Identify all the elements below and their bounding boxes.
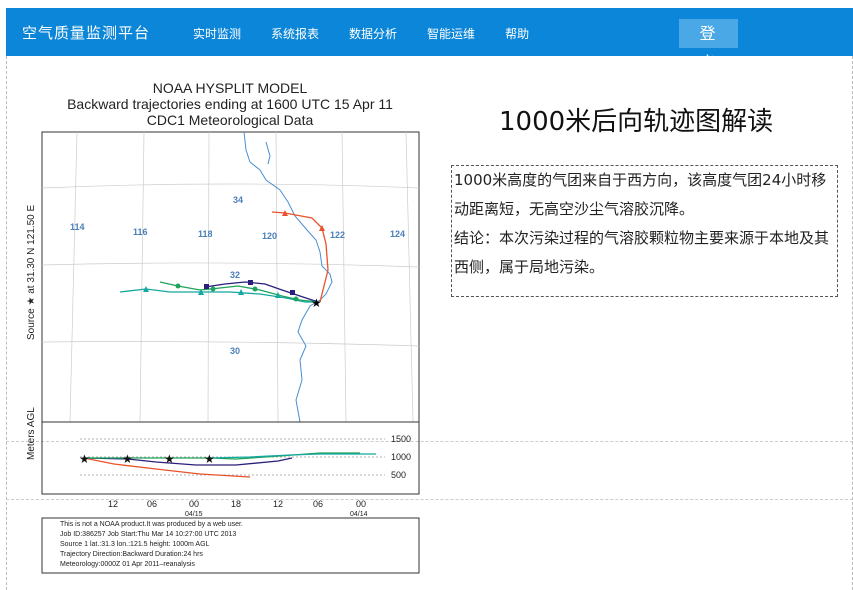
date-tick: 04/15 — [185, 511, 203, 518]
figure-data-source: CDC1 Meteorological Data — [146, 112, 314, 128]
figure-subtitle: Backward trajectories ending at 1600 UTC… — [67, 96, 393, 112]
top-navigation-bar: 空气质量监测平台 实时监测 系统报表 数据分析 智能运维 帮助 登 出 — [6, 8, 853, 72]
trajectory-red — [271, 211, 329, 303]
time-tick: 00 — [356, 499, 366, 509]
hysplit-trajectory-figure: NOAA HYSPLIT MODEL Backward trajectories… — [20, 70, 430, 580]
nav-item-reports[interactable]: 系统报表 — [271, 27, 320, 41]
star-marker-icon: ★ — [164, 452, 175, 466]
height-profile-red — [83, 457, 251, 478]
source-star-icon: ★ — [311, 296, 322, 310]
time-tick: 18 — [231, 499, 241, 509]
lon-label: 122 — [330, 230, 345, 240]
nav-item-help[interactable]: 帮助 — [505, 27, 530, 41]
interpretation-conclusion: 结论：本次污染过程的气溶胶颗粒物主要来源于本地及其西侧，属于局地污染。 — [454, 229, 830, 276]
date-tick: 04/14 — [350, 511, 368, 518]
time-tick: 12 — [273, 499, 283, 509]
map-graticule — [41, 131, 420, 423]
height-tick: 1000 — [391, 452, 411, 462]
lat-label: 32 — [230, 270, 240, 280]
guide-line — [6, 499, 853, 500]
trajectory-navy — [204, 281, 319, 303]
lon-label: 116 — [133, 227, 148, 237]
interpretation-title: 1000米后向轨迹图解读 — [499, 107, 774, 137]
star-marker-icon: ★ — [204, 452, 215, 466]
info-line: This is not a NOAA product.It was produc… — [60, 521, 243, 528]
interpretation-box: 1000米高度的气团来自于西方向，该高度气团24小时移动距离短，无高空沙尘气溶胶… — [451, 165, 838, 297]
time-tick: 06 — [147, 499, 157, 509]
lon-label: 118 — [198, 229, 213, 239]
height-tick: 1500 — [391, 434, 411, 444]
y-axis-label-source: Source ★ at 31.30 N 121.50 E — [26, 205, 37, 340]
info-line: Source 1 lat.:31.3 lon.:121.5 height: 10… — [60, 541, 210, 548]
logout-button[interactable]: 登 出 — [679, 19, 738, 72]
lon-label: 120 — [262, 231, 277, 241]
brand-title: 空气质量监测平台 — [22, 24, 151, 42]
trajectory-teal — [119, 288, 318, 303]
main-nav: 实时监测 系统报表 数据分析 智能运维 帮助 — [193, 25, 559, 42]
trajectory-chart-svg: 114 116 118 120 122 124 34 32 30 — [26, 131, 420, 574]
trajectory-markers: ★ — [143, 210, 325, 310]
info-panel-border — [41, 517, 420, 574]
time-tick: 06 — [313, 499, 323, 509]
lon-label: 124 — [390, 229, 405, 239]
height-profile-green — [84, 452, 360, 460]
y-axis-label-height: Meters AGL — [26, 407, 37, 460]
time-tick: 12 — [108, 499, 118, 509]
info-line: Job ID:386257 Job Start:Thu Mar 14 10:27… — [60, 531, 236, 538]
content-frame-left-border — [6, 56, 7, 590]
lat-label: 34 — [233, 195, 243, 205]
height-profile-teal — [209, 453, 376, 459]
nav-item-maintenance[interactable]: 智能运维 — [427, 27, 476, 41]
coastline — [243, 131, 333, 423]
figure-title: NOAA HYSPLIT MODEL — [152, 80, 308, 96]
height-profile-navy — [83, 457, 293, 466]
info-line: Trajectory Direction:Backward Duration:2… — [60, 551, 203, 558]
guide-line — [6, 441, 853, 442]
info-line: Meteorology:0000Z 01 Apr 2011–reanalysis — [60, 561, 195, 568]
lat-label: 30 — [230, 346, 240, 356]
height-panel-border — [41, 421, 420, 495]
nav-item-analysis[interactable]: 数据分析 — [349, 27, 398, 41]
star-marker-icon: ★ — [79, 452, 90, 466]
lon-label: 114 — [70, 222, 85, 232]
nav-item-realtime[interactable]: 实时监测 — [193, 27, 242, 41]
height-tick: 500 — [391, 470, 406, 480]
interpretation-paragraph: 1000米高度的气团来自于西方向，该高度气团24小时移动距离短，无高空沙尘气溶胶… — [454, 171, 827, 218]
time-tick: 00 — [189, 499, 199, 509]
star-marker-icon: ★ — [122, 452, 133, 466]
